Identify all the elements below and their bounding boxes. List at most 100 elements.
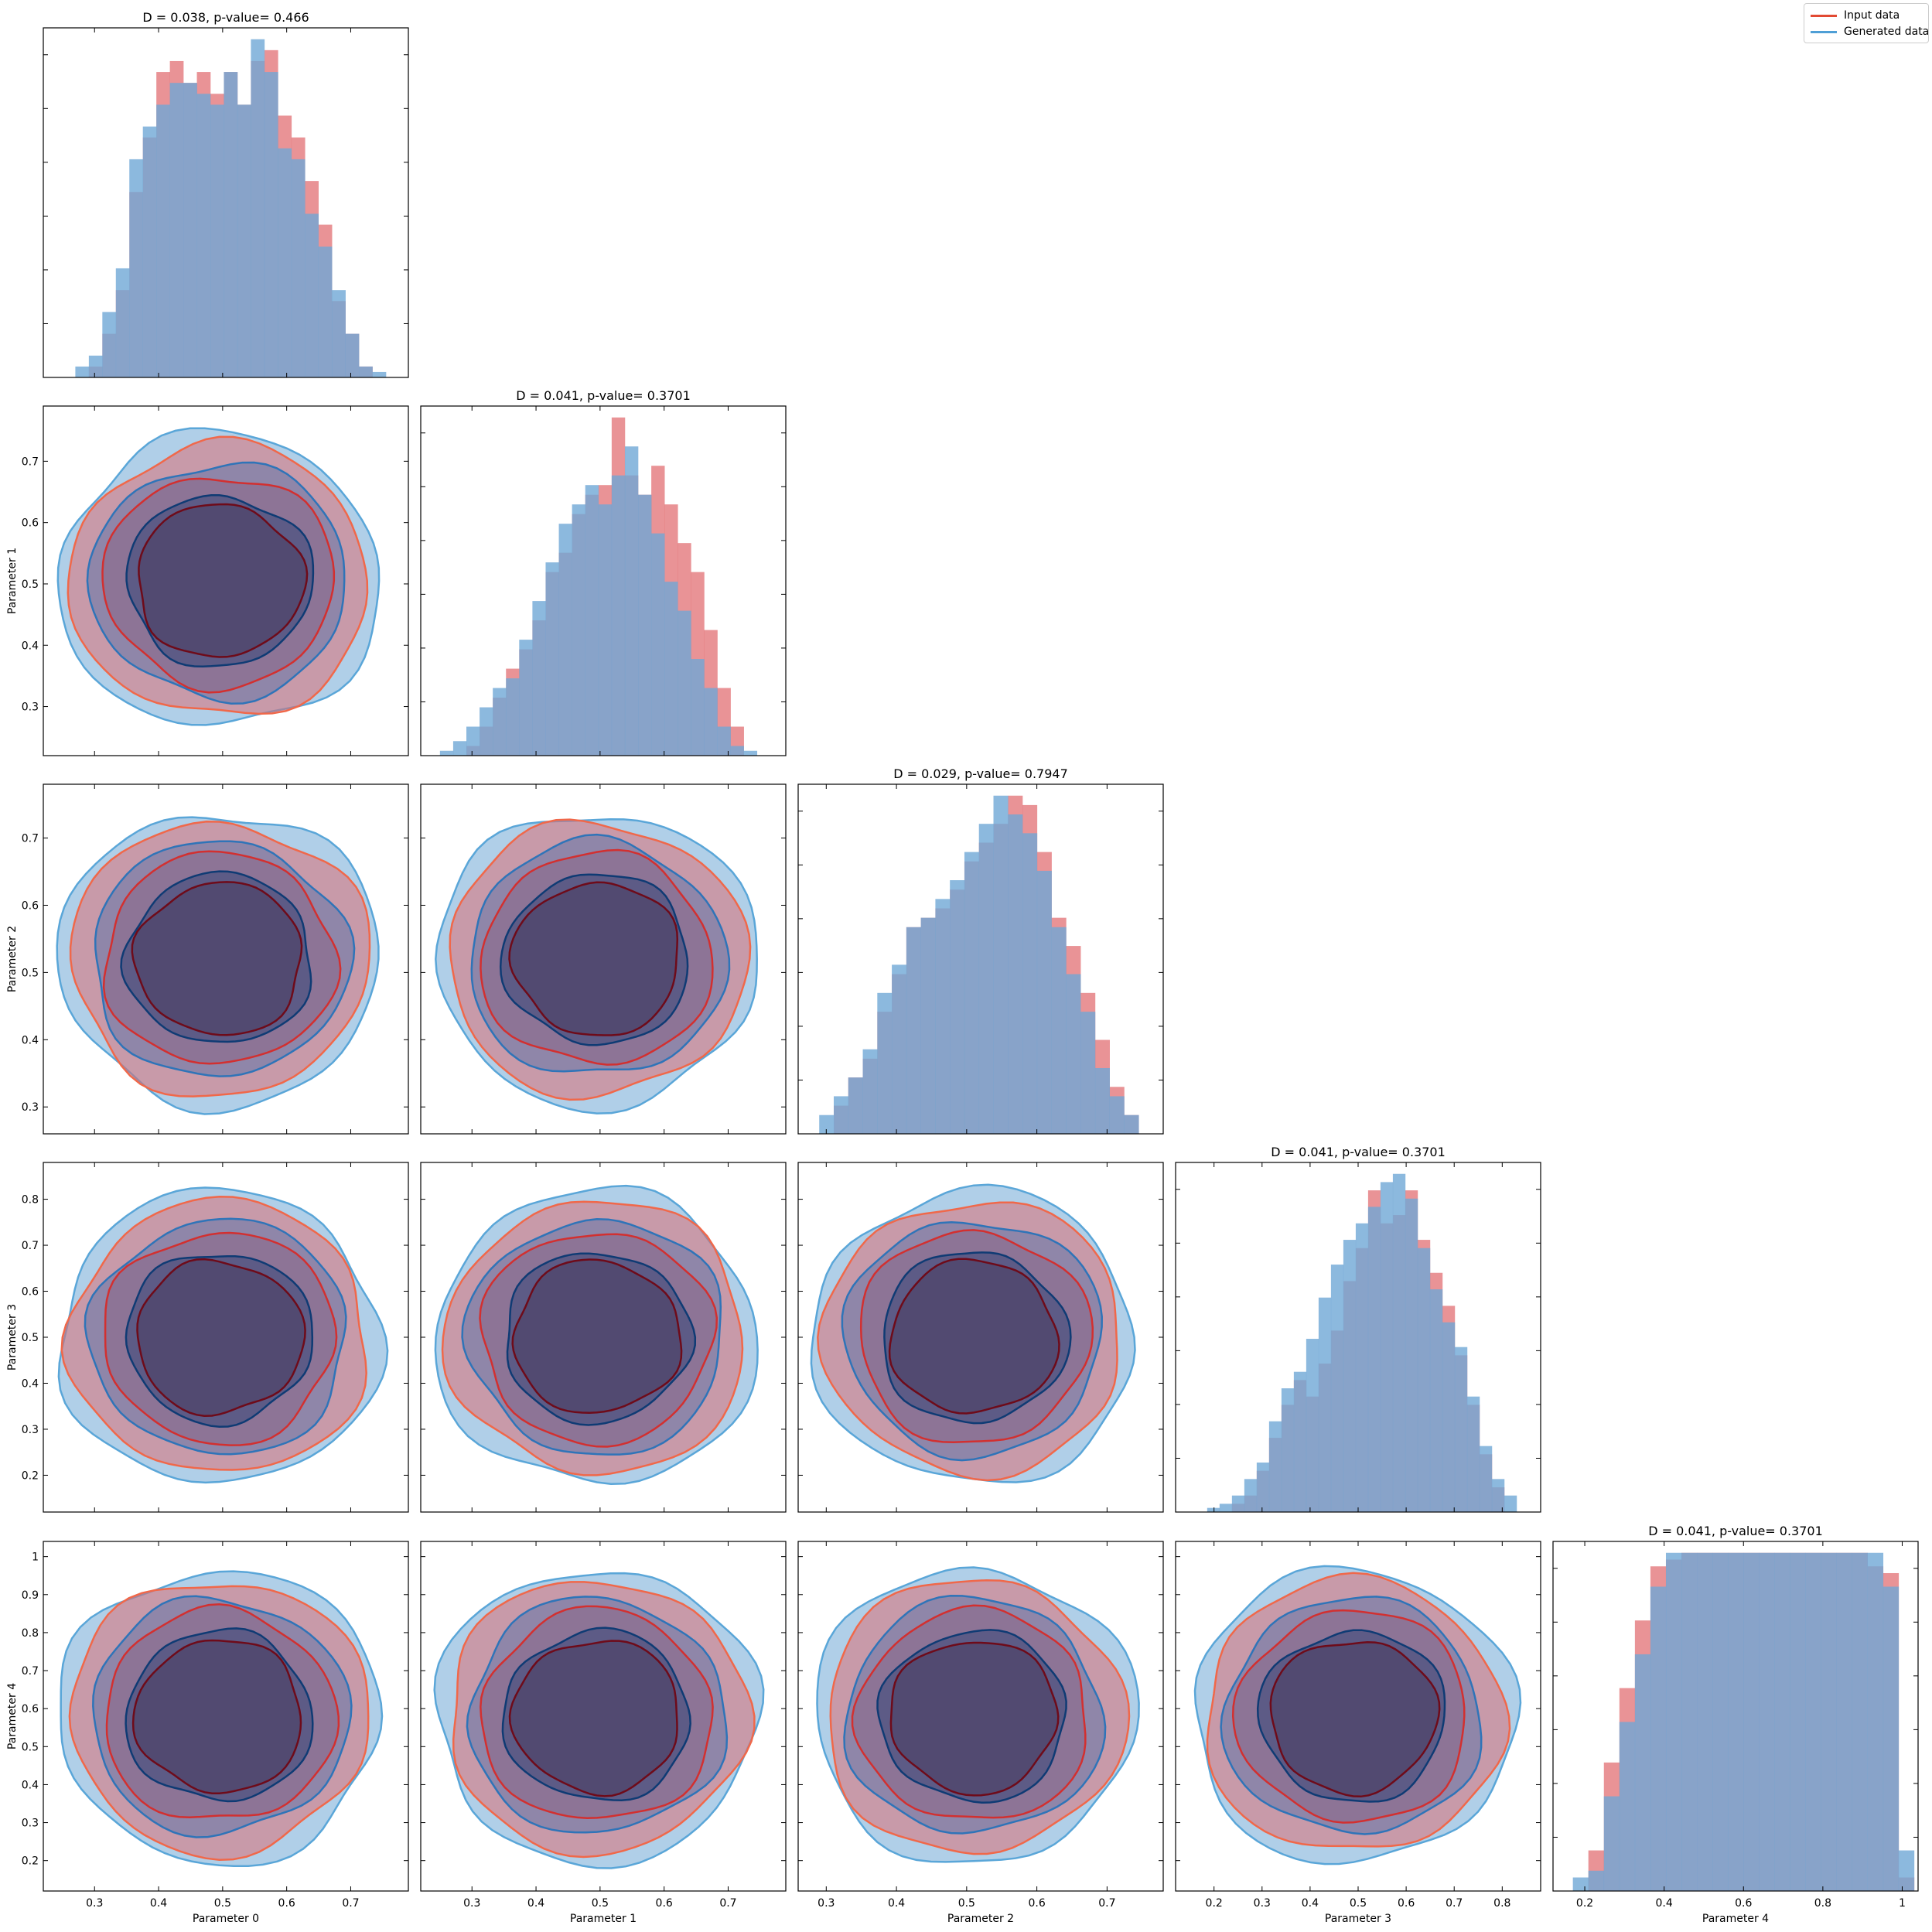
generated-bar <box>1080 1012 1096 1134</box>
hist-panel-4: D = 0.041, p-value= 0.3701 0.2 0.4 0.6 0.8 1 P… <box>1552 1524 1919 1925</box>
x-axis-label: Parameter 3 <box>1325 1913 1391 1925</box>
generated-bar <box>196 94 211 377</box>
legend-swatch-input <box>1811 14 1837 17</box>
x-tick-label: 0.8 <box>1493 1897 1510 1910</box>
generated-bar <box>210 104 224 377</box>
panel-frame <box>43 1541 409 1892</box>
panel-frame <box>43 27 409 378</box>
generated-bar <box>1109 1096 1125 1134</box>
x-tick-label: 0.6 <box>1735 1897 1752 1910</box>
generated-bar <box>1504 1495 1517 1512</box>
x-axis-label: Parameter 0 <box>193 1913 259 1925</box>
y-tick-label: 0.2 <box>22 1855 39 1868</box>
generated-bar <box>906 927 921 1134</box>
x-tick-label: 0.6 <box>656 1897 673 1910</box>
hist-panel-2: D = 0.029, p-value= 0.7947 <box>797 766 1164 1135</box>
generated-bar <box>848 1077 863 1134</box>
generated-bar <box>1219 1504 1233 1512</box>
panel-title: D = 0.041, p-value= 0.3701 <box>516 388 691 403</box>
y-tick-label: 0.8 <box>22 1194 39 1207</box>
generated-bar <box>1697 1552 1713 1891</box>
y-tick-label: 0.3 <box>22 1818 39 1830</box>
contour-panel-2-1 <box>420 783 787 1135</box>
generated-bar <box>1392 1173 1406 1512</box>
contour-panel-3-2 <box>797 1162 1164 1513</box>
generated-bar <box>638 494 652 756</box>
generated-bar <box>1898 1850 1915 1891</box>
hist-panel-0: D = 0.038, p-value= 0.466 <box>43 10 409 378</box>
generated-bar <box>1022 833 1038 1134</box>
generated-bar <box>1094 1067 1110 1134</box>
contour-level <box>501 1626 691 1802</box>
generated-bar <box>466 726 480 756</box>
generated-bar <box>251 39 265 377</box>
generated-bar <box>558 524 572 756</box>
generated-bar <box>1491 1479 1505 1512</box>
generated-bar <box>291 159 306 377</box>
legend-swatch-generated <box>1811 30 1837 33</box>
y-tick-label: 0.7 <box>22 833 39 845</box>
generated-bar <box>717 726 731 756</box>
legend-item-generated: Generated data <box>1811 24 1929 39</box>
generated-bar <box>156 104 170 377</box>
plot-area <box>1207 1173 1517 1512</box>
generated-bar <box>1306 1339 1319 1512</box>
generated-bar <box>1728 1552 1744 1891</box>
contour-level <box>125 1627 314 1803</box>
contour-level <box>889 1641 1060 1797</box>
generated-bar <box>545 562 559 756</box>
contour-panel-3-1 <box>420 1162 787 1513</box>
legend-item-input: Input data <box>1811 8 1900 23</box>
generated-bar <box>1836 1552 1852 1891</box>
plot-area <box>434 1184 759 1485</box>
generated-bar <box>1681 1552 1698 1891</box>
x-tick-label: 0.5 <box>1350 1897 1367 1910</box>
generated-bar <box>1867 1552 1884 1891</box>
generated-bar <box>704 688 718 756</box>
generated-bar <box>1479 1446 1493 1512</box>
generated-bar <box>1572 1877 1589 1891</box>
generated-bar <box>1124 1114 1139 1134</box>
y-tick-label: 0.5 <box>22 579 39 591</box>
generated-bar <box>1380 1182 1394 1512</box>
contour-level <box>138 503 309 658</box>
x-axis-label: Parameter 1 <box>570 1913 637 1925</box>
generated-bar <box>88 355 103 377</box>
panel-title: D = 0.029, p-value= 0.7947 <box>893 766 1068 781</box>
generated-bar <box>1852 1552 1869 1891</box>
plot-area <box>439 417 758 756</box>
generated-bar <box>598 504 613 756</box>
y-tick-label: 0.4 <box>22 640 39 652</box>
generated-bar <box>1244 1479 1258 1512</box>
generated-bar <box>678 610 691 756</box>
generated-bar <box>611 475 626 756</box>
y-axis-label: Parameter 3 <box>6 1304 19 1370</box>
plot-area <box>435 818 758 1114</box>
x-tick-label: 0.7 <box>1446 1897 1463 1910</box>
y-tick-label: 0.2 <box>22 1469 39 1482</box>
y-axis-label: Parameter 1 <box>6 548 19 614</box>
contour-level <box>508 1640 678 1797</box>
generated-bar <box>129 159 144 377</box>
contour-panel-4-3: 0.2 0.3 0.4 0.5 0.6 0.7 0.8 Parameter 3 <box>1175 1541 1541 1925</box>
generated-bar <box>1790 1552 1806 1891</box>
generated-bar <box>278 148 292 377</box>
generated-bar <box>1231 1495 1245 1512</box>
y-tick-label: 0.5 <box>22 1332 39 1344</box>
plot-area <box>819 795 1139 1134</box>
generated-bar <box>1207 1507 1220 1512</box>
generated-bar <box>142 126 157 377</box>
y-tick-label: 0.8 <box>22 1627 39 1640</box>
generated-bar <box>1466 1396 1480 1512</box>
generated-bar <box>506 678 520 756</box>
panel-frame <box>43 405 409 756</box>
generated-bar <box>1743 1552 1760 1891</box>
x-tick-label: 0.5 <box>958 1897 975 1910</box>
generated-bar <box>1442 1322 1456 1512</box>
panel-title: D = 0.038, p-value= 0.466 <box>142 10 309 25</box>
generated-bar <box>892 964 907 1134</box>
generated-bar <box>1318 1297 1332 1512</box>
generated-bar <box>359 366 373 377</box>
plot-area <box>1193 1565 1522 1865</box>
